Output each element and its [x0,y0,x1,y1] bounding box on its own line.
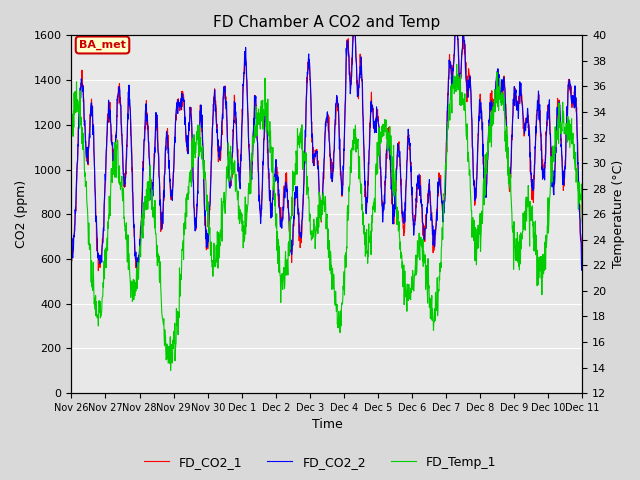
FD_Temp_1 [167,368,175,373]
FD_CO2_1 [359,111,367,117]
FD_CO2_1 [128,168,136,174]
FD_Temp_1 [68,126,76,132]
X-axis label: Time: Time [312,419,342,432]
Legend: FD_CO2_1, FD_CO2_2, FD_Temp_1: FD_CO2_1, FD_CO2_2, FD_Temp_1 [139,451,501,474]
FD_CO2_1 [68,256,76,262]
FD_Temp_1 [128,279,136,285]
FD_CO2_2 [579,257,586,263]
FD_CO2_1 [295,238,303,244]
Text: BA_met: BA_met [79,40,126,50]
FD_Temp_1 [453,61,461,67]
FD_CO2_2 [134,268,141,274]
FD_Temp_1 [107,177,115,183]
Title: FD Chamber A CO2 and Temp: FD Chamber A CO2 and Temp [213,15,440,30]
FD_CO2_2 [359,112,367,118]
FD_CO2_1 [579,257,586,263]
FD_CO2_2 [295,230,303,236]
FD_CO2_1 [108,139,115,145]
FD_CO2_1 [285,208,292,214]
FD_Temp_1 [295,135,303,141]
FD_Temp_1 [359,209,367,215]
FD_CO2_2 [68,264,76,269]
FD_CO2_1 [305,61,312,67]
Line: FD_CO2_1: FD_CO2_1 [72,36,582,271]
Y-axis label: Temperature (°C): Temperature (°C) [612,160,625,268]
FD_CO2_2 [107,122,115,128]
FD_CO2_2 [285,210,292,216]
Y-axis label: CO2 (ppm): CO2 (ppm) [15,180,28,248]
Line: FD_Temp_1: FD_Temp_1 [72,64,582,371]
FD_CO2_2 [305,57,312,63]
FD_CO2_1 [95,268,102,274]
FD_Temp_1 [579,222,586,228]
FD_Temp_1 [305,195,312,201]
FD_Temp_1 [285,240,292,246]
FD_CO2_1 [349,33,356,38]
FD_CO2_2 [349,33,357,38]
FD_CO2_2 [128,154,136,160]
Line: FD_CO2_2: FD_CO2_2 [72,36,582,271]
